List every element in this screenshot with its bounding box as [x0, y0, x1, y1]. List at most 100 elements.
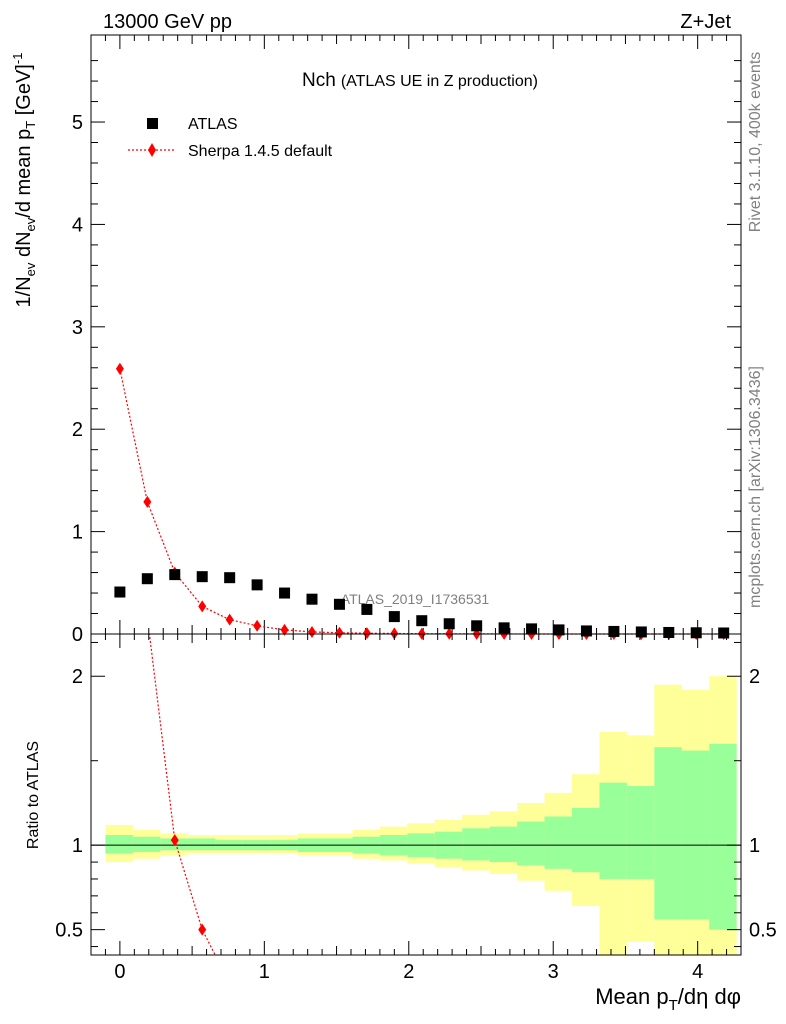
ylabel-part-3: /d mean p	[13, 129, 35, 218]
ratio-band-inner	[626, 786, 655, 879]
atlas-point	[553, 624, 565, 636]
sherpa-point	[253, 619, 262, 632]
legend-atlas-marker	[147, 118, 158, 129]
atlas-point	[580, 625, 592, 637]
xlabel-sub: T	[669, 997, 678, 1014]
x-tick-label: 0	[114, 961, 125, 983]
ratio-band-inner	[599, 782, 627, 879]
legend-atlas-label: ATLAS	[188, 116, 238, 133]
analysis-label: ATLAS_2019_I1736531	[341, 591, 490, 607]
atlas-point	[635, 626, 647, 638]
sherpa-point	[225, 613, 234, 626]
main-ytick-label: 4	[72, 214, 83, 236]
x-axis-label: Mean pT/dη dφ	[595, 984, 741, 1014]
atlas-point	[251, 579, 263, 591]
x-tick-label: 3	[548, 961, 559, 983]
ratio-band-inner	[187, 838, 216, 851]
atlas-point	[663, 626, 675, 638]
atlas-point	[306, 593, 318, 605]
ylabel-part-1: 1/N	[13, 276, 35, 307]
ylabel-sub-3: T	[23, 121, 38, 129]
ratio-sherpa-series	[143, 611, 216, 955]
ratio-band-inner	[462, 828, 490, 861]
plot-title-main: Nch	[302, 70, 336, 91]
sherpa-point	[115, 362, 124, 375]
atlas-point	[114, 586, 126, 598]
plot-title: Nch (ATLAS UE in Z production)	[302, 70, 538, 91]
ratio-band-inner	[654, 747, 682, 920]
legend: ATLAS Sherpa 1.4.5 default	[128, 116, 333, 160]
atlas-point	[279, 587, 291, 599]
atlas-point	[361, 603, 373, 615]
sherpa-point	[143, 495, 152, 508]
ratio-sherpa-point	[198, 923, 207, 936]
ratio-band-inner	[132, 836, 161, 852]
atlas-point	[718, 627, 730, 639]
atlas-point	[196, 571, 208, 583]
main-panel: 0 1 2 3 4 5 ATLAS_2019_I1736531 Nch (ATLAS UE …	[10, 34, 742, 646]
atlas-point	[471, 620, 483, 632]
ratio-sherpa-line	[148, 634, 216, 955]
ratio-sherpa-point	[170, 834, 179, 847]
ratio-band-inner	[517, 821, 545, 866]
ratio-band-inner	[105, 835, 133, 854]
rivet-label: Rivet 3.1.10, 400k events	[747, 52, 764, 233]
ratio-axis-ticks	[90, 634, 742, 955]
ratio-y-axis-label: Ratio to ATLAS	[25, 741, 42, 849]
ratio-band-inner	[681, 750, 710, 920]
atlas-point	[443, 618, 455, 630]
ratio-band-inner	[709, 743, 737, 930]
main-ytick-label: 5	[72, 112, 83, 134]
ylabel-part-4: [GeV]	[13, 64, 35, 121]
ratio-ytick-label-right: 1	[749, 835, 760, 857]
xlabel-part-2: /dη dφ	[678, 984, 741, 1009]
main-ytick-label: 3	[72, 317, 83, 339]
atlas-point	[333, 598, 345, 610]
ratio-ytick-label-left: 1	[72, 835, 83, 857]
process-label: Z+Jet	[680, 11, 731, 33]
atlas-point	[141, 573, 153, 585]
legend-sherpa-label: Sherpa 1.4.5 default	[188, 143, 333, 160]
atlas-point	[169, 569, 181, 581]
sherpa-point	[308, 625, 316, 638]
ratio-y-tick-labels: 0.5 0.5 1 1 2 2	[55, 666, 777, 941]
ratio-ytick-label-right: 2	[749, 666, 760, 688]
atlas-point	[690, 627, 702, 639]
x-tick-label: 1	[259, 961, 270, 983]
ylabel-part-2: dN	[13, 231, 35, 262]
atlas-point	[608, 625, 620, 637]
ratio-band-inner	[544, 816, 572, 869]
x-tick-label: 2	[403, 961, 414, 983]
ratio-frame	[90, 633, 742, 956]
ratio-sherpa-point	[143, 611, 151, 623]
ratio-band-inner	[489, 826, 518, 863]
main-ytick-label: 1	[72, 522, 83, 544]
main-y-axis-label: 1/Nev dNev/d mean pT [GeV]-1	[10, 53, 38, 308]
atlas-point	[224, 572, 236, 584]
sherpa-point	[280, 623, 289, 636]
main-ytick-label: 2	[72, 419, 83, 441]
x-tick-labels: 0 1 2 3 4	[114, 961, 703, 983]
atlas-point	[416, 615, 428, 627]
mcplots-label: mcplots.cern.ch [arXiv:1306.3436]	[747, 366, 764, 608]
atlas-point	[498, 622, 510, 634]
ratio-band-inner	[572, 808, 600, 873]
sherpa-point	[335, 626, 344, 639]
atlas-series	[114, 569, 730, 639]
atlas-point	[388, 611, 400, 623]
sherpa-point	[198, 600, 207, 613]
ratio-ytick-label-left: 2	[72, 666, 83, 688]
ylabel-sub-2: ev	[23, 217, 38, 231]
atlas-point	[526, 623, 538, 635]
ratio-ytick-label-left: 0.5	[55, 920, 83, 942]
ratio-ytick-label-right: 0.5	[749, 920, 777, 942]
xlabel-part-1: Mean p	[595, 984, 668, 1009]
sherpa-point	[390, 627, 399, 640]
energy-label: 13000 GeV pp	[103, 11, 232, 33]
main-y-tick-labels: 0 1 2 3 4 5	[72, 112, 83, 646]
ylabel-sub-1: ev	[23, 262, 38, 276]
x-tick-label: 4	[692, 961, 703, 983]
sherpa-point	[362, 627, 371, 640]
ylabel-sup: -1	[10, 53, 25, 65]
